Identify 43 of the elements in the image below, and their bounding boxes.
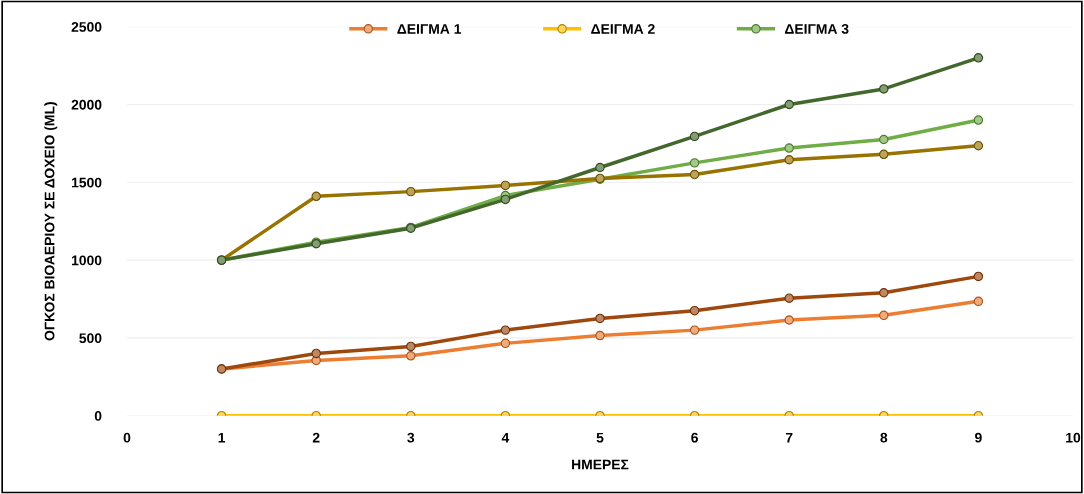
point (500, 180, 511, 191)
y-tick-label: 500 (79, 333, 102, 344)
point (879, 149, 889, 160)
x-tick-label: 7 (785, 432, 793, 443)
point (689, 305, 700, 316)
point (784, 293, 794, 303)
point (311, 191, 321, 202)
y-tick-label: 1000 (71, 255, 102, 266)
legend-label: ΔΕΙΓΜΑ 1 (397, 24, 462, 34)
y-axis-title: ΟΓΚΟΣ ΒΙΟΑΕΡΙΟΥ ΣΕ ΔΟΧΕΙΟ (ML) (44, 102, 58, 341)
x-tick-label: 8 (880, 432, 888, 443)
legend-label: ΔΕΙΓΜΑ 2 (591, 24, 655, 34)
point (973, 271, 984, 282)
point (595, 162, 605, 173)
point (311, 348, 321, 359)
y-tick-label: 0 (94, 411, 102, 421)
point (784, 155, 794, 165)
y-tick-label: 2000 (71, 99, 102, 110)
point (595, 313, 605, 324)
point (689, 131, 700, 142)
x-tick-label: 3 (407, 432, 415, 443)
point (406, 186, 416, 197)
point (500, 194, 511, 205)
point (879, 288, 889, 298)
x-tick-label: 9 (975, 432, 982, 443)
legend-label: ΔΕΙΓΜΑ 3 (784, 24, 849, 34)
y-tick-label: 2500 (71, 22, 102, 32)
y-tick-label: 1500 (71, 177, 102, 188)
point (784, 99, 794, 110)
point (973, 53, 984, 63)
x-tick-label: 0 (123, 432, 131, 443)
point (689, 169, 700, 180)
x-tick-label: 6 (691, 432, 698, 443)
x-axis-title: ΗΜΕΡΕΣ (572, 459, 629, 470)
point (973, 141, 984, 151)
x-tick-label: 4 (501, 432, 510, 443)
point (879, 84, 889, 94)
x-tick-label: 10 (1066, 432, 1081, 443)
point (500, 325, 511, 335)
x-tick-label: 1 (218, 432, 226, 443)
point (406, 341, 416, 352)
x-tick-label: 5 (596, 432, 604, 443)
x-tick-label: 2 (312, 432, 320, 443)
